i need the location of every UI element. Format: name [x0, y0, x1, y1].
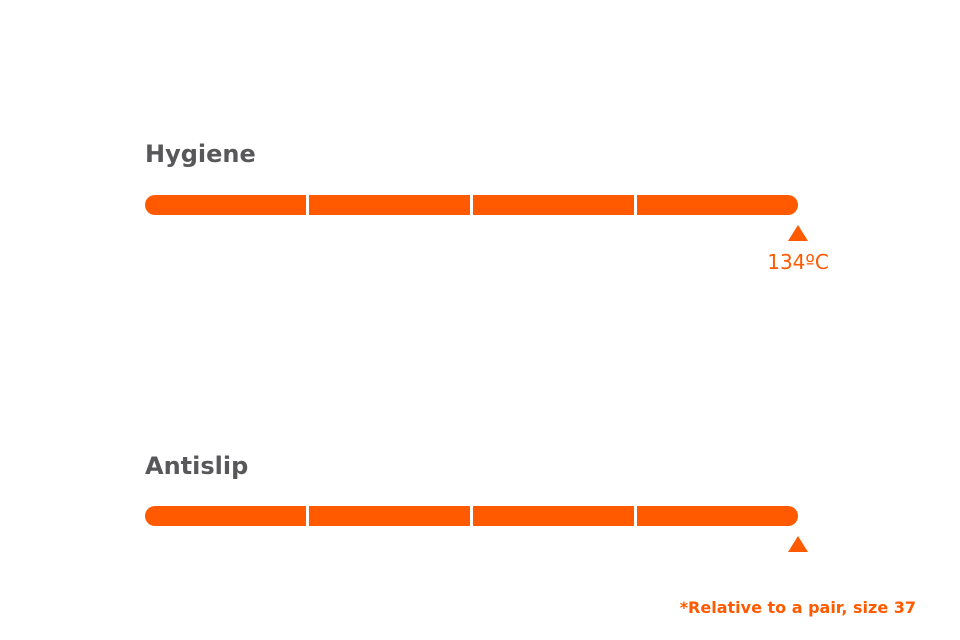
bar-segment: [145, 506, 306, 526]
bar-segment: [637, 506, 798, 526]
bar-segment: [473, 506, 634, 526]
marker: [788, 225, 808, 241]
row-label: Antislip: [145, 452, 249, 480]
bar-segment: [637, 195, 798, 215]
marker: [788, 536, 808, 552]
bar-segment: [309, 506, 470, 526]
scale-bar: [145, 195, 798, 215]
scale-bar: [145, 506, 798, 526]
bar-segment: [145, 195, 306, 215]
row-label: Hygiene: [145, 140, 256, 168]
bar-segment: [309, 195, 470, 215]
footnote: *Relative to a pair, size 37: [679, 598, 916, 617]
marker-label: 134ºC: [767, 250, 829, 274]
bar-segment: [473, 195, 634, 215]
